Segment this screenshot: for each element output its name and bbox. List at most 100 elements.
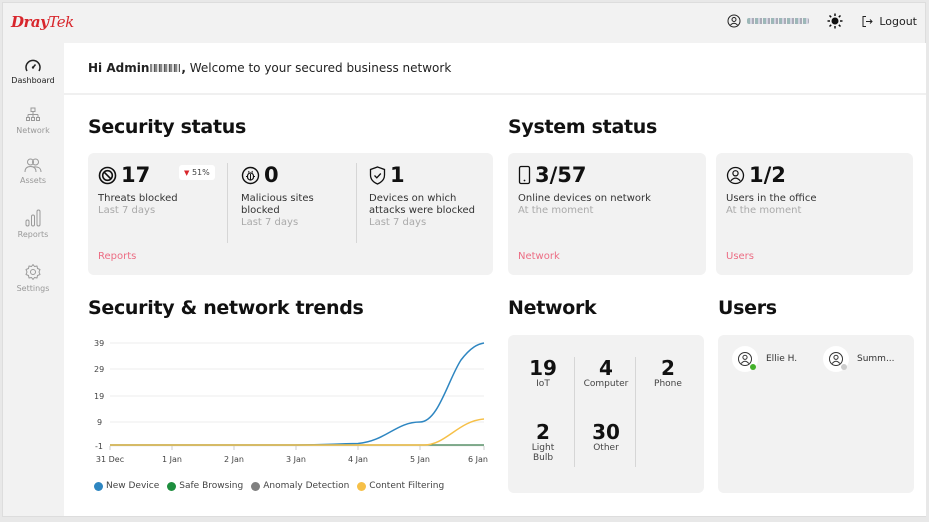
- draytek-logo[interactable]: DrayTek: [11, 13, 74, 31]
- logout-button[interactable]: Logout: [861, 15, 917, 28]
- gear-icon: [25, 264, 41, 280]
- device-type: Other: [593, 443, 619, 453]
- user-circle-icon: [738, 352, 752, 366]
- logout-label: Logout: [879, 14, 917, 28]
- users-office-stat: 1/2 Users in the office At the moment: [726, 163, 906, 217]
- threats-blocked-label: Threats blocked: [98, 193, 178, 204]
- legend-label: Content Filtering: [369, 481, 445, 491]
- series-new-device: [110, 342, 485, 446]
- count: 19: [529, 356, 557, 380]
- count: 30: [592, 420, 620, 444]
- legend-content-filtering[interactable]: Content Filtering: [357, 481, 444, 491]
- blocked-icon: [98, 166, 117, 184]
- network-phone[interactable]: 2 Phone: [643, 357, 693, 389]
- sidebar-item-settings[interactable]: Settings: [3, 263, 63, 293]
- legend-anomaly-detection[interactable]: Anomaly Detection: [251, 481, 349, 491]
- devices-attacked-value: 1: [390, 163, 405, 187]
- online-devices-value: 3/57: [535, 163, 587, 187]
- top-bar: DrayTek Logout: [3, 3, 925, 43]
- sidebar-item-label: Assets: [19, 176, 47, 185]
- user-item[interactable]: Summ...: [823, 346, 895, 372]
- down-arrow-icon: ▼: [184, 169, 190, 177]
- trend-badge-value: 51%: [191, 168, 210, 177]
- admin-name-redacted: [150, 64, 181, 72]
- online-devices-period: At the moment: [518, 205, 594, 216]
- x-tick-label: 6 Jan: [468, 455, 488, 464]
- trends-title: Security & network trends: [88, 297, 364, 319]
- count: 4: [599, 356, 613, 380]
- network-iot[interactable]: 19 IoT: [518, 357, 568, 389]
- chart-legend: New Device Safe Browsing Anomaly Detecti…: [94, 481, 444, 491]
- network-computer[interactable]: 4 Computer: [581, 357, 631, 389]
- device-type: IoT: [536, 379, 550, 389]
- users-icon: [24, 158, 42, 173]
- users-title: Users: [718, 297, 777, 319]
- sidebar-item-dashboard[interactable]: Dashboard: [3, 59, 63, 85]
- x-tick-label: 4 Jan: [348, 455, 368, 464]
- sidebar-item-assets[interactable]: Assets: [3, 157, 63, 185]
- divider: [635, 357, 636, 467]
- y-tick: 19: [94, 392, 104, 401]
- legend-safe-browsing[interactable]: Safe Browsing: [167, 481, 243, 491]
- network-link[interactable]: Network: [518, 251, 560, 262]
- online-devices-stat: 3/57 Online devices on network At the mo…: [518, 163, 698, 217]
- divider: [356, 163, 357, 243]
- avatar: [823, 346, 849, 372]
- legend-label: Safe Browsing: [179, 481, 244, 491]
- trends-line-chart: 39 29 19 9 -1 31 Dec 1 Jan 2 Jan 3 Jan 4…: [94, 339, 488, 464]
- logout-icon: [862, 15, 874, 27]
- x-axis-ticks: [109, 446, 485, 450]
- threats-blocked-period: Last 7 days: [98, 205, 156, 216]
- user-name: Ellie H.: [766, 354, 798, 364]
- user-circle-icon: [727, 14, 741, 28]
- sidebar-item-reports[interactable]: Reports: [3, 209, 63, 239]
- network-other[interactable]: 30 Other: [581, 421, 631, 453]
- online-devices-card: 3/57 Online devices on network At the mo…: [508, 153, 706, 275]
- logo-text-tek: Tek: [48, 13, 74, 31]
- sidebar: Dashboard Network Assets Reports Setting…: [3, 43, 63, 516]
- user-circle-icon: [726, 166, 745, 184]
- users-office-card: 1/2 Users in the office At the moment Us…: [716, 153, 913, 275]
- users-link[interactable]: Users: [726, 251, 755, 262]
- devices-attacked-label: Devices on which attacks were blocked: [369, 193, 476, 216]
- online-devices-label: Online devices on network: [518, 193, 651, 204]
- main-content: Hi Admin, Welcome to your secured busine…: [64, 43, 926, 516]
- count: 2: [661, 356, 675, 380]
- series-content-filtering: [110, 418, 485, 446]
- malicious-sites-label: Malicious sites blocked: [241, 193, 314, 216]
- user-menu[interactable]: [727, 14, 810, 28]
- welcome-greeting: Hi Admin: [88, 61, 150, 75]
- users-office-value: 1/2: [749, 163, 786, 187]
- security-status-title: Security status: [88, 116, 246, 138]
- devices-attacked-stat: 1 Devices on which attacks were blocked …: [369, 163, 489, 229]
- network-title: Network: [508, 297, 597, 319]
- users-card: Ellie H. Summ...: [718, 335, 914, 493]
- reports-link[interactable]: Reports: [98, 251, 137, 262]
- y-tick: 9: [97, 418, 102, 427]
- user-item[interactable]: Ellie H.: [732, 346, 797, 372]
- sidebar-item-label: Reports: [17, 230, 49, 239]
- avatar: [732, 346, 758, 372]
- y-tick: 29: [94, 365, 104, 374]
- shield-check-icon: [369, 165, 386, 185]
- speedometer-icon: [25, 59, 41, 72]
- y-tick: 39: [94, 339, 104, 348]
- network-tree-icon: [26, 107, 40, 121]
- welcome-comma: ,: [181, 61, 186, 75]
- network-card: 19 IoT 4 Computer 2 Phone 2 Light Bulb 3…: [508, 335, 704, 493]
- threats-blocked-value: 17: [121, 163, 151, 187]
- security-status-card: 17 Threats blocked Last 7 days ▼ 51% 0 M…: [88, 153, 493, 275]
- legend-new-device[interactable]: New Device: [94, 481, 159, 491]
- sun-icon[interactable]: [827, 13, 843, 29]
- welcome-message: Welcome to your secured business network: [185, 61, 452, 75]
- sidebar-item-label: Network: [16, 126, 50, 135]
- sidebar-item-network[interactable]: Network: [3, 107, 63, 135]
- users-office-period: At the moment: [726, 205, 802, 216]
- legend-label: Anomaly Detection: [263, 481, 350, 491]
- network-light-bulb[interactable]: 2 Light Bulb: [518, 421, 568, 463]
- x-axis-labels: 31 Dec 1 Jan 2 Jan 3 Jan 4 Jan 5 Jan 6 J…: [96, 455, 488, 464]
- divider: [227, 163, 228, 243]
- x-tick-label: 5 Jan: [410, 455, 430, 464]
- malicious-sites-stat: 0 Malicious sites blocked Last 7 days: [241, 163, 351, 229]
- chart-gridlines: [110, 342, 484, 447]
